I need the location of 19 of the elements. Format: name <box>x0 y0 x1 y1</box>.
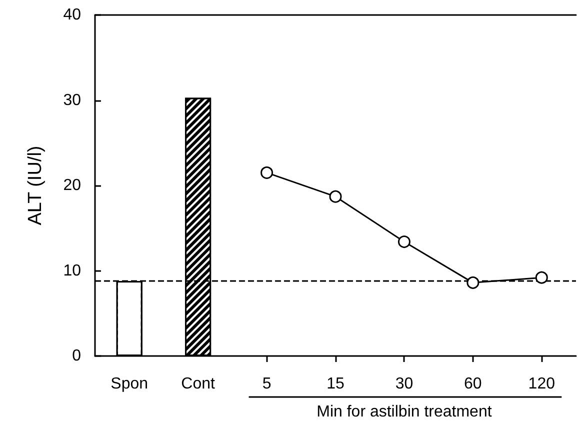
x-tick-label: 30 <box>395 376 414 392</box>
x-tick-label: 15 <box>326 376 344 392</box>
x-tick-label: Cont <box>181 376 216 392</box>
y-tick-label: 10 <box>63 262 82 280</box>
point <box>535 271 548 284</box>
x-tick-label: Spon <box>110 376 148 392</box>
y-tick-label: 20 <box>63 177 82 194</box>
point <box>398 236 410 248</box>
point <box>329 190 342 203</box>
x-tick-label: 60 <box>464 376 482 392</box>
x-tick-label: 120 <box>528 376 556 392</box>
x-axis-title: Min for astilbin treatment <box>316 404 492 420</box>
point <box>260 166 274 179</box>
y-tick-label: 40 <box>63 6 82 24</box>
y-axis-title: ALT (IU/l) <box>25 146 46 226</box>
y-tick-label: 0 <box>72 348 82 364</box>
x-tick-label: 5 <box>262 376 272 392</box>
y-tick-label: 30 <box>63 92 82 109</box>
point <box>466 276 480 289</box>
